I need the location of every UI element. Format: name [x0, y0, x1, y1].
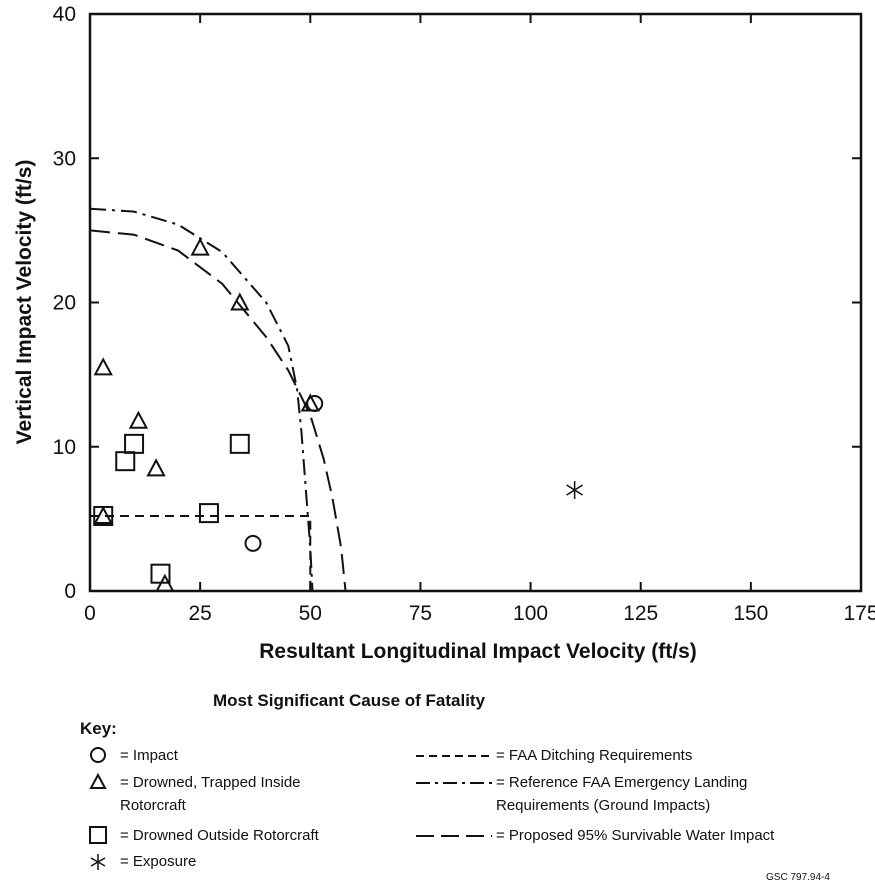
- marker-square: [115, 451, 136, 472]
- x-axis-label: Resultant Longitudinal Impact Velocity (…: [259, 640, 697, 663]
- x-tick-label: 25: [188, 602, 211, 625]
- marker-triangle: [93, 505, 113, 524]
- key-item-drowned-inside: = Drowned, Trapped Inside Rotorcraft: [86, 771, 301, 817]
- marker-triangle: [128, 410, 149, 429]
- x-tick-label: 150: [733, 602, 768, 625]
- asterisk-marker-icon: [90, 854, 106, 870]
- marker-triangle: [146, 458, 166, 477]
- y-tick-label: 40: [53, 3, 76, 26]
- key-item-label: = Impact: [120, 747, 178, 764]
- marker-asterisk: [566, 481, 584, 500]
- key-item-label: = Exposure: [120, 853, 197, 870]
- y-tick-label: 20: [53, 292, 76, 315]
- long-dash-line-icon: [416, 835, 492, 837]
- triangle-marker-icon: [89, 772, 107, 789]
- y-tick-label: 30: [53, 147, 76, 170]
- key-line-label: = FAA Ditching Requirements: [496, 747, 693, 764]
- curve-long-dash: [89, 229, 347, 592]
- x-tick-label: 75: [409, 602, 432, 625]
- x-tick-label: 50: [299, 602, 322, 625]
- marker-triangle: [190, 237, 210, 256]
- y-tick-label: 10: [53, 436, 76, 459]
- key-line-label: = Proposed 95% Survivable Water Impact: [496, 827, 775, 844]
- x-tick-label: 100: [513, 602, 548, 625]
- x-tick-label: 175: [843, 602, 875, 625]
- reference-curves: [89, 207, 347, 592]
- key-item-drowned-outside: = Drowned Outside Rotorcraft: [86, 824, 319, 847]
- key-title: Most Significant Cause of Fatality: [213, 691, 486, 710]
- key-item-exposure: = Exposure: [86, 850, 196, 873]
- marker-square: [150, 563, 171, 584]
- marker-square: [124, 433, 145, 454]
- marker-square: [229, 433, 250, 454]
- key-line-survivable-water: = Proposed 95% Survivable Water Impact: [414, 824, 774, 847]
- x-tick-label: 0: [84, 602, 96, 625]
- y-tick-label: 0: [64, 580, 76, 603]
- axis-ticks: [89, 13, 862, 592]
- marker-triangle: [93, 357, 113, 376]
- dash-dot-line-icon: [416, 782, 492, 784]
- dashed-line-icon: [416, 755, 492, 757]
- key-item-impact: = Impact: [86, 744, 178, 767]
- key-line-ditching: = FAA Ditching Requirements: [414, 744, 692, 767]
- y-axis-label: Vertical Impact Velocity (ft/s): [13, 160, 36, 445]
- marker-square: [198, 503, 219, 524]
- square-marker-icon: [89, 826, 107, 844]
- figure-code: GSC 797.94-4: [766, 872, 830, 883]
- key-heading: Key:: [80, 719, 117, 738]
- key-line-label: = Reference FAA Emergency Landing Requir…: [496, 774, 748, 814]
- marker-triangle: [230, 292, 250, 311]
- data-markers: [93, 237, 584, 592]
- marker-triangle: [300, 393, 320, 412]
- key-item-label: = Drowned Outside Rotorcraft: [120, 827, 319, 844]
- curve-dashed: [90, 514, 312, 591]
- tick-labels: 0 25 50 75 100 125 150 175 0 10 20 30 40: [53, 3, 875, 625]
- key-line-emergency-landing: = Reference FAA Emergency Landing Requir…: [414, 771, 747, 817]
- x-tick-label: 125: [623, 602, 658, 625]
- key-item-label: = Drowned, Trapped Inside Rotorcraft: [120, 774, 301, 814]
- marker-circle: [244, 534, 262, 552]
- chart-area: 0 25 50 75 100 125 150 175 0 10 20 30 40 Resultant L…: [13, 3, 875, 663]
- curve-dash-dot: [89, 207, 314, 592]
- marker-square: [93, 505, 114, 526]
- circle-marker-icon: [90, 747, 106, 763]
